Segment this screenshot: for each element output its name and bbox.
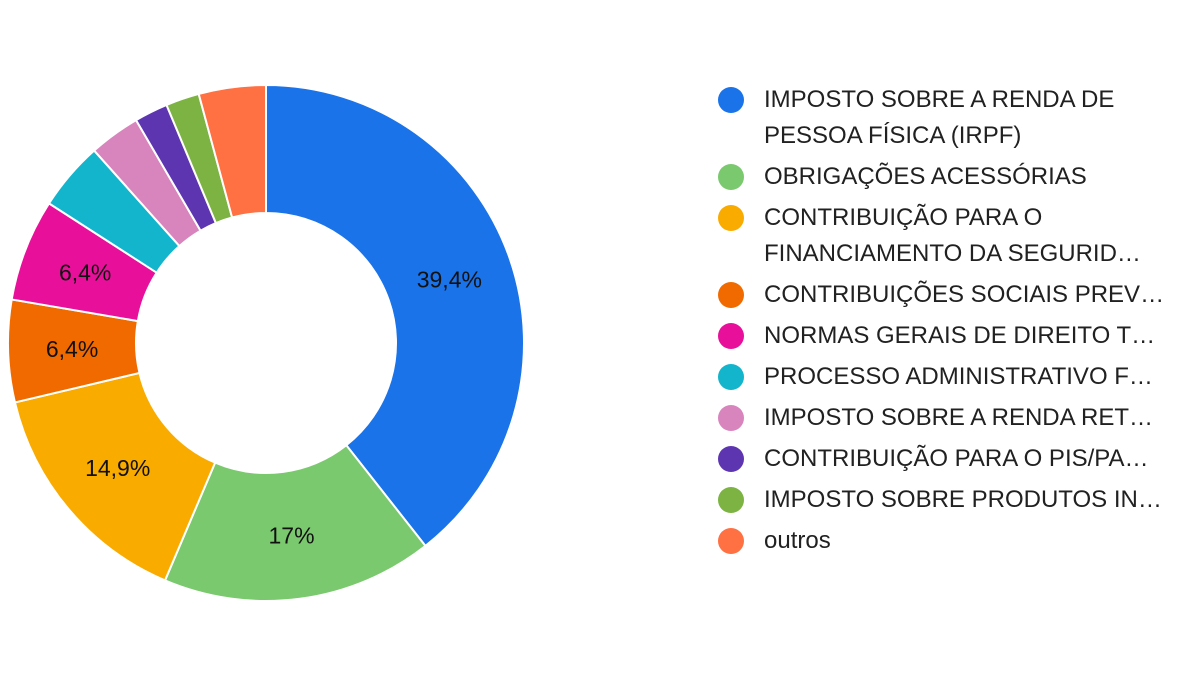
legend-label-3: CONTRIBUIÇÕES SOCIAIS PREV… — [764, 281, 1165, 308]
legend-item-4[interactable]: NORMAS GERAIS DE DIREITO T… — [718, 318, 1194, 354]
legend-label-2: CONTRIBUIÇÃO PARA O FINANCIAMENTO DA SEG… — [764, 204, 1141, 267]
legend-swatch-7 — [718, 446, 744, 472]
legend-swatch-1 — [718, 164, 744, 190]
donut-slice-1[interactable] — [163, 443, 427, 602]
legend-item-5[interactable]: PROCESSO ADMINISTRATIVO F… — [718, 359, 1194, 395]
slice-value-label-2: 14,9% — [85, 455, 150, 481]
slice-value-label-3: 6,4% — [46, 336, 98, 362]
legend-swatch-0 — [718, 87, 744, 113]
legend-item-2[interactable]: CONTRIBUIÇÃO PARA O FINANCIAMENTO DA SEG… — [718, 200, 1194, 272]
legend-item-0[interactable]: IMPOSTO SOBRE A RENDA DE PESSOA FÍSICA (… — [718, 82, 1194, 154]
legend-label-8: IMPOSTO SOBRE PRODUTOS IN… — [764, 486, 1162, 513]
legend-label-9: outros — [764, 527, 831, 554]
legend-item-1[interactable]: OBRIGAÇÕES ACESSÓRIAS — [718, 159, 1194, 195]
legend-swatch-9 — [718, 528, 744, 554]
legend-swatch-2 — [718, 205, 744, 231]
legend-swatch-3 — [718, 282, 744, 308]
legend-label-1: OBRIGAÇÕES ACESSÓRIAS — [764, 163, 1087, 190]
legend-label-7: CONTRIBUIÇÃO PARA O PIS/PA… — [764, 445, 1149, 472]
legend-swatch-4 — [718, 323, 744, 349]
legend-item-9[interactable]: outros — [718, 523, 1194, 559]
donut-chart: 39,4% 17% 14,9% 6,4% 6,4% — [7, 83, 525, 602]
legend-swatch-8 — [718, 487, 744, 513]
legend-swatch-5 — [718, 364, 744, 390]
legend: IMPOSTO SOBRE A RENDA DE PESSOA FÍSICA (… — [718, 82, 1194, 564]
legend-label-6: IMPOSTO SOBRE A RENDA RET… — [764, 404, 1153, 431]
donut-slice-0[interactable] — [265, 83, 525, 548]
slice-value-label-0: 39,4% — [417, 267, 482, 293]
legend-label-0: IMPOSTO SOBRE A RENDA DE PESSOA FÍSICA (… — [764, 86, 1115, 149]
legend-item-7[interactable]: CONTRIBUIÇÃO PARA O PIS/PA… — [718, 441, 1194, 477]
legend-item-8[interactable]: IMPOSTO SOBRE PRODUTOS IN… — [718, 482, 1194, 518]
slice-value-label-1: 17% — [269, 522, 315, 548]
donut-slice-9[interactable] — [197, 83, 267, 219]
legend-item-6[interactable]: IMPOSTO SOBRE A RENDA RET… — [718, 400, 1194, 436]
legend-label-5: PROCESSO ADMINISTRATIVO F… — [764, 363, 1153, 390]
slice-value-label-4: 6,4% — [59, 260, 111, 286]
legend-swatch-6 — [718, 405, 744, 431]
donut-slice-2[interactable] — [13, 371, 217, 582]
legend-item-3[interactable]: CONTRIBUIÇÕES SOCIAIS PREV… — [718, 277, 1194, 313]
legend-label-4: NORMAS GERAIS DE DIREITO T… — [764, 322, 1156, 349]
